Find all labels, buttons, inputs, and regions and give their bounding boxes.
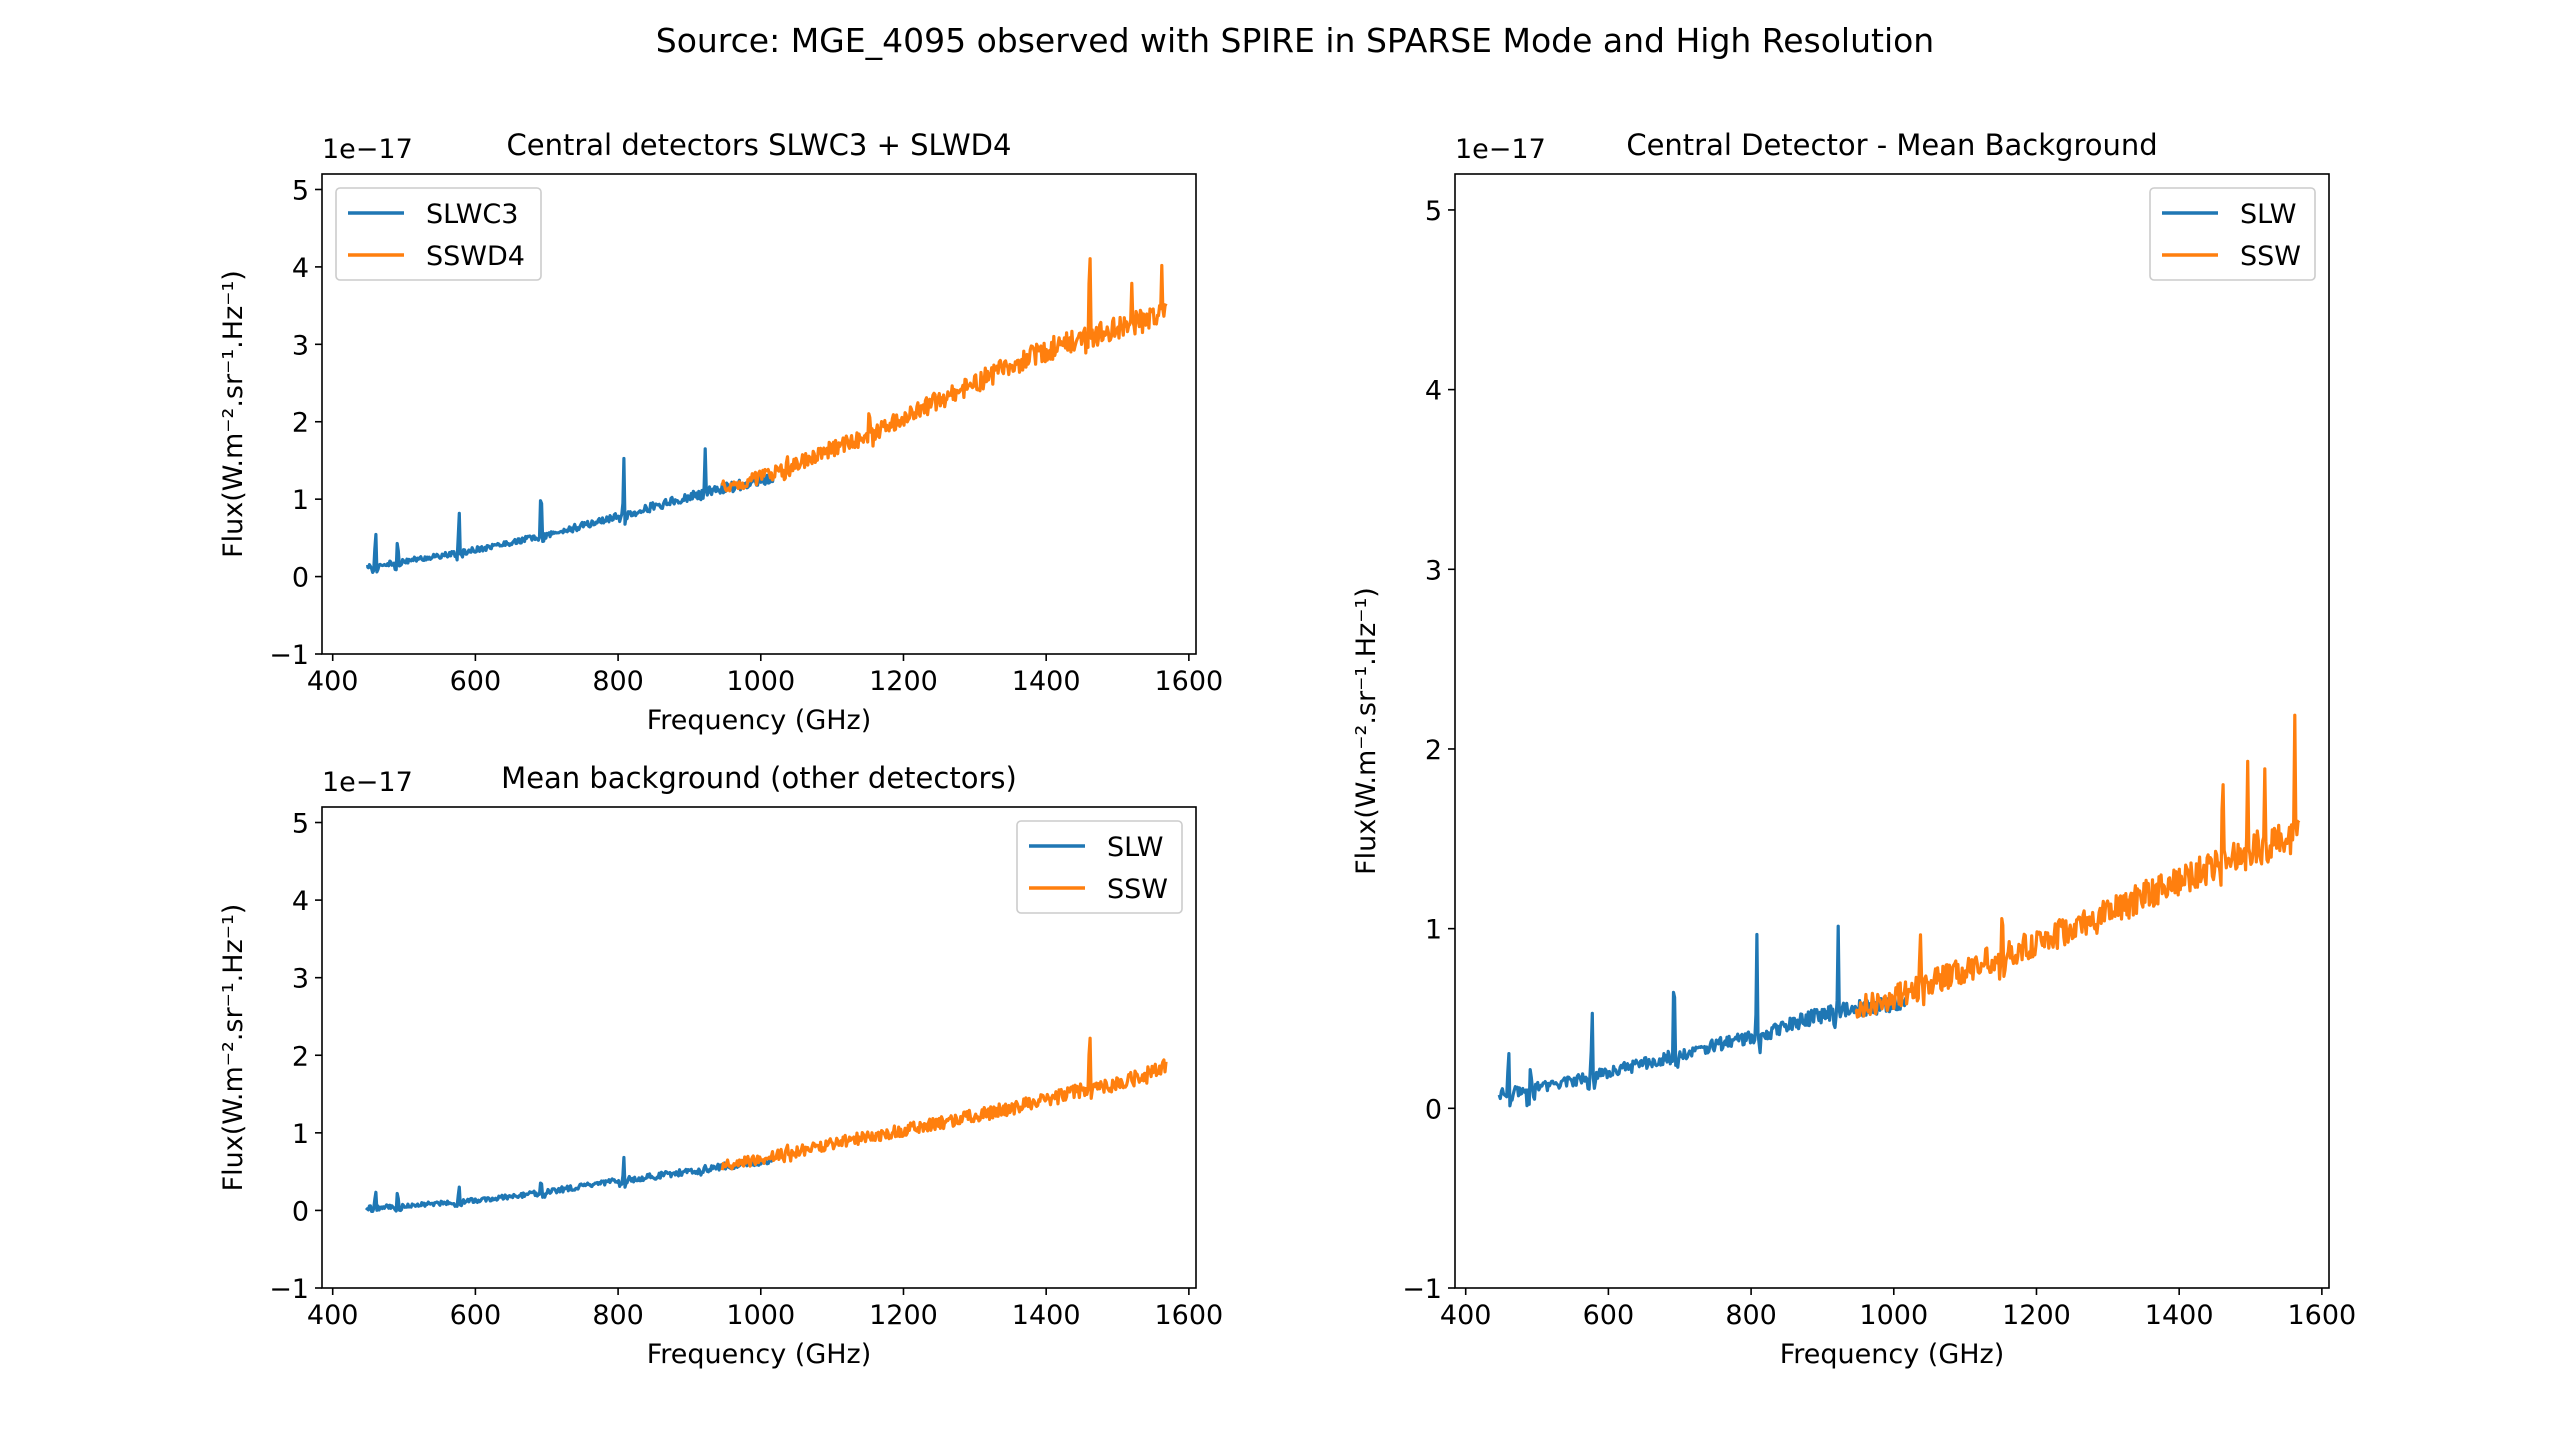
y-tick-label: 4 <box>292 886 309 917</box>
x-axis-label: Frequency (GHz) <box>647 705 872 736</box>
x-axis-label: Frequency (GHz) <box>647 1339 872 1370</box>
legend: SLW SSW <box>2149 187 2316 281</box>
series-group <box>365 257 1168 575</box>
x-tick-label: 1600 <box>2288 1300 2357 1331</box>
series-line-ssw <box>720 1036 1168 1171</box>
x-tick-label: 800 <box>1725 1300 1777 1331</box>
series-line-sswd4 <box>720 257 1168 493</box>
series-line-slw <box>364 1154 776 1214</box>
x-tick-label: 1400 <box>1012 1300 1081 1331</box>
y-tick-label: −1 <box>1402 1274 1442 1305</box>
y-offset-text: 1e−17 <box>1455 134 1546 165</box>
series-line-slw <box>1497 924 1909 1108</box>
axes-title: Central Detector - Mean Background <box>1626 128 2157 162</box>
legend-box <box>335 187 542 281</box>
y-tick-label: 1 <box>292 1119 309 1150</box>
y-tick-label: 3 <box>292 964 309 995</box>
legend-label-slw: SLW <box>1107 832 1163 863</box>
x-tick-label: 1000 <box>1859 1300 1928 1331</box>
axes-title: Mean background (other detectors) <box>501 761 1017 795</box>
x-tick-label: 600 <box>450 1300 502 1331</box>
y-axis-label: Flux(W.m⁻².sr⁻¹.Hz⁻¹) <box>1351 587 1382 875</box>
axes-frame <box>321 806 1197 1289</box>
legend-label-sswd4: SSWD4 <box>426 241 525 272</box>
panel-difference: 400 600 800 1000 1200 1400 1600 −1 0 1 2 3 4 5 1e−17 Ce… <box>1351 128 2356 1370</box>
x-tick-label: 400 <box>1440 1300 1492 1331</box>
axes-title: Central detectors SLWC3 + SLWD4 <box>507 128 1012 162</box>
y-axis-label: Flux(W.m⁻².sr⁻¹.Hz⁻¹) <box>218 904 249 1192</box>
x-axis-label: Frequency (GHz) <box>1780 1339 2005 1370</box>
x-tick-label: 1000 <box>726 666 795 697</box>
axes-frame <box>321 173 1197 655</box>
y-tick-label: 2 <box>292 408 309 439</box>
x-tick-label: 600 <box>450 666 502 697</box>
panel-central-detectors: 400 600 800 1000 1200 1400 1600 −1 0 1 2 3 4 5 1e−17 Ce… <box>218 128 1223 736</box>
y-tick-label: 1 <box>1425 915 1442 946</box>
y-offset-text: 1e−17 <box>322 767 413 798</box>
x-tick-label: 1200 <box>2002 1300 2071 1331</box>
x-tick-label: 600 <box>1583 1300 1635 1331</box>
x-tick-label: 1600 <box>1155 1300 1224 1331</box>
y-offset-text: 1e−17 <box>322 134 413 165</box>
series-line-slwc3 <box>365 447 776 575</box>
y-tick-label: −1 <box>269 1274 309 1305</box>
series-group <box>1497 713 2301 1108</box>
y-tick-label: 2 <box>1425 735 1442 766</box>
legend: SLWC3 SSWD4 <box>335 187 542 281</box>
legend: SLW SSW <box>1016 820 1183 914</box>
legend-label-slw: SLW <box>2240 199 2296 230</box>
x-tick-label: 1200 <box>869 1300 938 1331</box>
y-tick-label: 0 <box>292 563 309 594</box>
y-tick-label: 3 <box>292 330 309 361</box>
x-tick-label: 400 <box>307 666 359 697</box>
x-tick-label: 400 <box>307 1300 359 1331</box>
y-tick-label: 4 <box>1425 376 1442 407</box>
legend-box <box>1016 820 1183 914</box>
x-tick-label: 1400 <box>1012 666 1081 697</box>
y-tick-label: 4 <box>292 253 309 284</box>
y-axis-label: Flux(W.m⁻².sr⁻¹.Hz⁻¹) <box>218 270 249 558</box>
x-tick-label: 1200 <box>869 666 938 697</box>
x-tick-label: 1600 <box>1155 666 1224 697</box>
y-tick-label: 5 <box>292 175 309 206</box>
y-tick-label: 0 <box>292 1196 309 1227</box>
y-tick-label: 5 <box>292 809 309 840</box>
legend-label-ssw: SSW <box>1107 874 1168 905</box>
x-tick-label: 800 <box>592 666 644 697</box>
y-tick-label: 5 <box>1425 196 1442 227</box>
legend-label-slwc3: SLWC3 <box>426 199 518 230</box>
figure-suptitle: Source: MGE_4095 observed with SPIRE in … <box>656 21 1934 60</box>
y-tick-label: 3 <box>1425 555 1442 586</box>
x-tick-label: 1400 <box>2145 1300 2214 1331</box>
legend-label-ssw: SSW <box>2240 241 2301 272</box>
y-tick-label: 0 <box>1425 1094 1442 1125</box>
panel-mean-background: 400 600 800 1000 1200 1400 1600 −1 0 1 2 3 4 5 1e−17 Me… <box>218 761 1223 1370</box>
y-tick-label: −1 <box>269 640 309 671</box>
y-tick-label: 1 <box>292 485 309 516</box>
y-tick-label: 2 <box>292 1041 309 1072</box>
series-line-ssw <box>1854 713 2301 1019</box>
series-group <box>364 1036 1168 1214</box>
legend-box <box>2149 187 2316 281</box>
x-tick-label: 800 <box>592 1300 644 1331</box>
axes-frame <box>1454 173 2330 1289</box>
x-tick-label: 1000 <box>726 1300 795 1331</box>
